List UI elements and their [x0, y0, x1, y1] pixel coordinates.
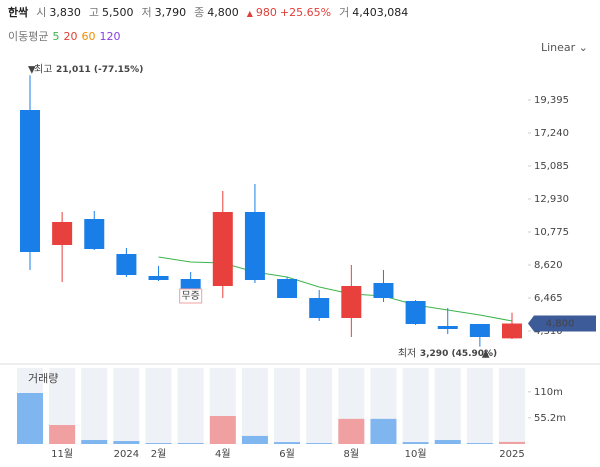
volume-column-bg [499, 368, 525, 444]
volume-bar [338, 418, 365, 444]
x-tick-label: 4월 [215, 448, 231, 460]
volume-column-bg [81, 368, 108, 444]
volume-bar [209, 416, 236, 444]
high-arrow: ▼ [28, 64, 36, 75]
volume-column-bg [434, 368, 461, 444]
field-label: 시 [36, 6, 47, 19]
candle-body [212, 212, 233, 287]
volume-bar [402, 442, 429, 444]
volume-bar [274, 442, 301, 444]
candle-body [244, 212, 265, 280]
candle-body [373, 283, 394, 299]
high-text: 21,011 (-77.15%) [56, 65, 143, 75]
volume-column-bg [177, 368, 204, 444]
scale-select[interactable]: Linear ⌄ [541, 41, 588, 54]
volume-bar [466, 443, 493, 444]
volume-column-bg [145, 368, 172, 444]
volume-column-bg [113, 368, 140, 444]
scale-label[interactable]: Linear [541, 41, 576, 54]
field-label: 종 [194, 6, 205, 19]
event-label: 무증 [181, 290, 199, 302]
candle-body [148, 276, 169, 280]
x-tick-label: 6월 [279, 448, 295, 460]
field-value: 3,790 [154, 6, 187, 19]
x-tick-label: 2월 [151, 448, 167, 460]
volume-column-bg [402, 368, 429, 444]
ma-legend-entry: 20 [63, 30, 78, 43]
volume-label: 거 [339, 6, 350, 19]
volume-bar [177, 443, 204, 444]
quote-header: 한싹 시 3,830 고 5,500 저 3,790 종 4,800 ▲ 980 +25.65% 거 4,… [8, 4, 411, 20]
ma-legend: 이동평균 5 20 60 120 [8, 28, 124, 44]
change: 980 [255, 6, 277, 19]
volume-column-bg [306, 368, 333, 444]
volume-bar [370, 418, 397, 444]
low-arrow: ▲ [482, 349, 490, 360]
x-tick-label: 2025 [499, 449, 524, 460]
volume-tick-label: 110m [534, 387, 563, 398]
volume-bar [241, 435, 268, 444]
y-tick-label: 6,465 [534, 293, 563, 304]
candle-body [20, 110, 40, 253]
ma-legend-entry: 120 [99, 30, 121, 43]
candle-body [180, 279, 201, 290]
stock-name: 한싹 [8, 6, 29, 19]
candle-body [502, 323, 522, 339]
y-tick-label: 15,085 [534, 161, 569, 172]
y-tick-label: 17,240 [534, 128, 569, 139]
candle-body [437, 326, 458, 330]
volume-column-bg [466, 368, 493, 444]
candle-body [405, 300, 426, 324]
volume-bar [306, 443, 333, 444]
price-tag [528, 315, 596, 332]
x-tick-label: 10월 [405, 448, 427, 460]
change-arrow: ▲ [246, 9, 253, 18]
volume-bar [113, 441, 140, 444]
x-tick-label: 11월 [51, 448, 73, 460]
event-box [179, 288, 203, 304]
field-label: 저 [141, 6, 152, 19]
field-value: 3,830 [49, 6, 81, 19]
x-tick-label: 2024 [114, 449, 139, 460]
y-tick-label: 4,310 [534, 326, 563, 337]
candle-body [469, 323, 490, 337]
volume-column-bg [241, 368, 268, 444]
field-value: 4,800 [207, 6, 239, 19]
candle-body [277, 279, 298, 299]
y-tick-label: 8,620 [534, 260, 563, 271]
volume-column-bg [274, 368, 301, 444]
y-tick-label: 10,775 [534, 227, 569, 238]
x-tick-label: 8월 [344, 448, 360, 460]
price-tag-label: 4,800 [546, 319, 575, 330]
candle-body [52, 222, 73, 246]
volume-bar [499, 441, 525, 444]
volume-bar [17, 393, 43, 444]
ma-legend-entry: 60 [81, 30, 96, 43]
low-text: 3,290 (45.90%) [420, 349, 497, 359]
low-label: 최저 [398, 348, 416, 360]
ma-legend-entry: 5 [52, 30, 60, 43]
volume: 4,403,084 [352, 6, 409, 19]
candle-body [116, 253, 137, 275]
ma-line [158, 256, 513, 322]
high-label: 최고 [34, 63, 52, 75]
volume-tick-label: 55.2m [534, 413, 566, 424]
volume-bar [81, 440, 108, 444]
volume-bar [145, 443, 172, 444]
candle-body [84, 219, 105, 250]
field-label: 고 [88, 6, 99, 19]
volume-bar [434, 440, 461, 444]
field-value: 5,500 [102, 6, 134, 19]
volume-title: 거래량 [28, 372, 58, 385]
y-tick-label: 12,930 [534, 194, 569, 205]
y-tick-label: 19,395 [534, 95, 569, 106]
candle-body [309, 298, 330, 319]
candle-body [341, 286, 362, 319]
ma-title: 이동평균 [8, 30, 49, 43]
volume-bar [49, 425, 76, 444]
change-pct: +25.65% [279, 6, 332, 19]
